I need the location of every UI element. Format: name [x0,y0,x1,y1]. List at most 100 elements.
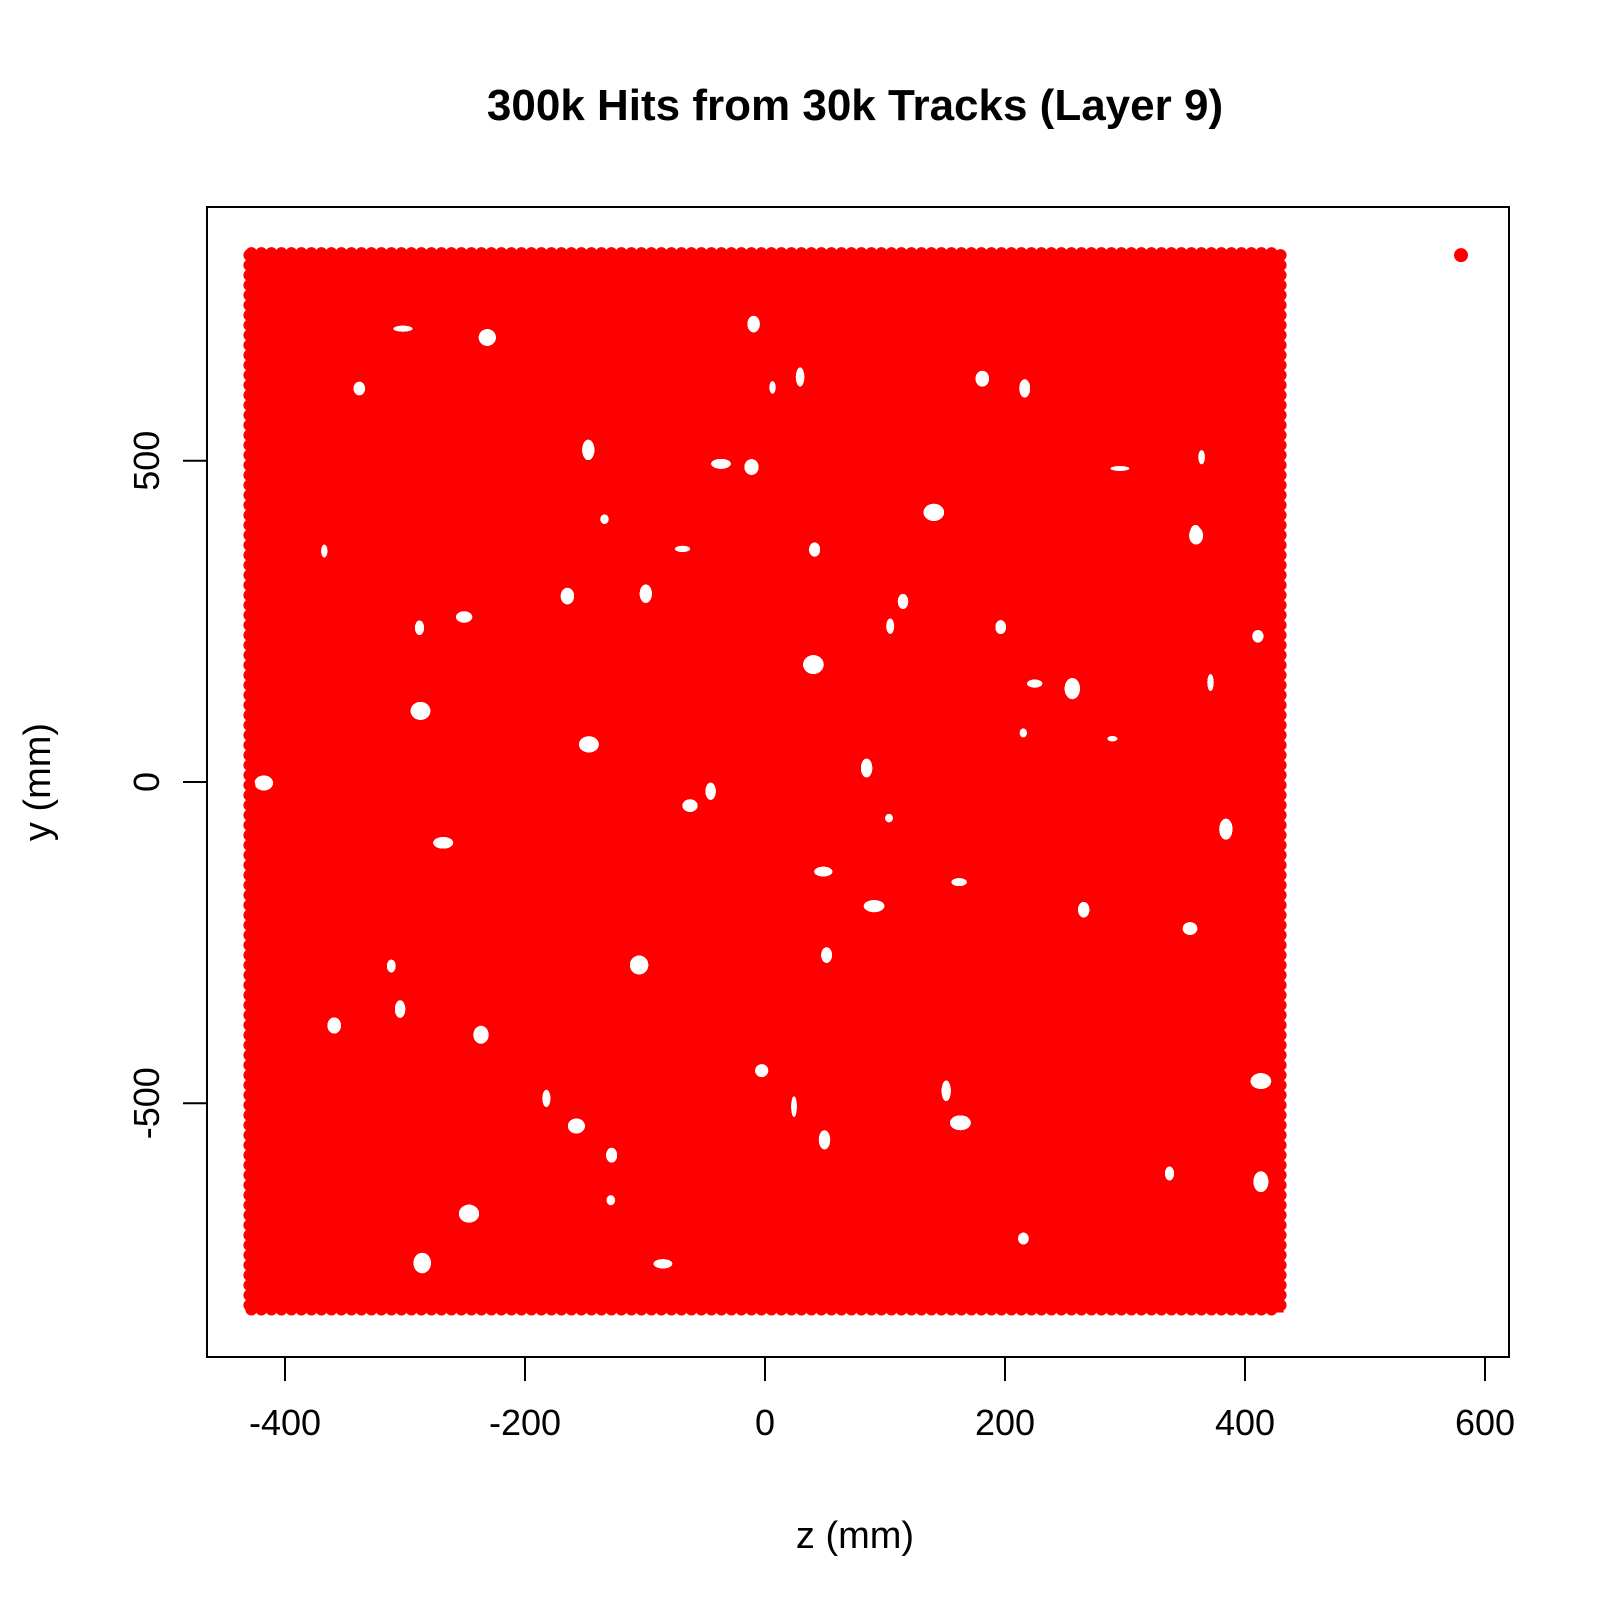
hit-point [1075,1303,1088,1316]
hit-point [1274,1199,1287,1212]
hit-point [1274,889,1287,902]
coverage-gap [600,514,609,524]
coverage-gap [1252,630,1264,643]
hit-point [1274,429,1287,442]
outlier-point [1454,248,1468,263]
hit-point [1274,999,1287,1012]
hit-point [735,1303,748,1316]
hit-point [243,1229,256,1242]
hit-point [765,1303,778,1316]
hit-point [515,247,528,260]
hit-point [1155,1303,1168,1316]
hit-point [243,309,256,322]
hit-point [243,469,256,482]
hit-point [1274,269,1287,282]
hit-point [545,247,558,260]
hit-point [243,709,256,722]
coverage-gap [321,544,328,558]
hit-point [1155,247,1168,260]
hit-point [243,879,256,892]
hit-point [1095,247,1108,260]
hit-point [595,1303,608,1316]
hit-point [243,1199,256,1212]
hit-point [1145,247,1158,260]
hit-point [1274,659,1287,672]
hit-point [965,247,978,260]
hit-point [415,1303,428,1316]
hit-point [243,1029,256,1042]
hit-point [535,247,548,260]
hit-point [375,1303,388,1316]
hit-point [585,1303,598,1316]
hit-point [1274,469,1287,482]
y-tick-label: 500 [126,431,167,491]
hit-point [1025,247,1038,260]
hit-point [1025,1303,1038,1316]
hit-point [1274,759,1287,772]
hit-point [745,247,758,260]
hit-point [243,599,256,612]
hit-point [1274,979,1287,992]
hit-point [335,1303,348,1316]
hit-point [835,1303,848,1316]
hit-point [1274,569,1287,582]
hit-point [1274,1159,1287,1172]
hit-point [1274,1189,1287,1202]
hit-point [243,609,256,622]
hit-point [385,1303,398,1316]
coverage-gap [885,814,893,823]
hit-point [255,247,268,260]
coverage-gap [755,1064,769,1078]
hit-point [455,1303,468,1316]
coverage-gap [1165,1166,1174,1181]
hit-point [935,1303,948,1316]
hit-point [315,1303,328,1316]
hit-point [1274,1229,1287,1242]
hit-point [585,247,598,260]
hit-point [575,1303,588,1316]
hit-point [243,989,256,1002]
hit-point [595,247,608,260]
hit-point [1045,247,1058,260]
hit-point [1274,1219,1287,1232]
hit-point [243,1269,256,1282]
hit-point [243,1209,256,1222]
hit-point [755,1303,768,1316]
hit-point [243,1129,256,1142]
hit-point [815,1303,828,1316]
hit-point [265,1303,278,1316]
coverage-gap [975,370,989,387]
hit-point [1274,349,1287,362]
hit-point [1274,639,1287,652]
hit-point [995,247,1008,260]
hit-point [945,247,958,260]
hit-point [1274,259,1287,272]
hit-point [243,1059,256,1072]
hit-point [1274,899,1287,912]
hit-point [243,909,256,922]
hit-point [1274,699,1287,712]
hit-point [675,247,688,260]
hit-point [545,1303,558,1316]
hit-point [685,1303,698,1316]
hit-point [525,247,538,260]
coverage-gap [1107,736,1118,742]
hit-point [243,399,256,412]
hit-point [243,1079,256,1092]
coverage-gap [415,620,424,635]
hit-point [695,1303,708,1316]
hit-point [465,1303,478,1316]
hit-point [1274,789,1287,802]
hit-point [1274,549,1287,562]
hit-point [415,247,428,260]
hit-point [1085,247,1098,260]
coverage-gap [861,758,873,778]
hit-point [715,247,728,260]
hit-point [243,419,256,432]
hit-point [243,699,256,712]
hit-point [243,489,256,502]
coverage-gap [1018,1232,1029,1245]
coverage-gap [923,503,944,521]
hit-point [285,247,298,260]
hit-point [243,559,256,572]
